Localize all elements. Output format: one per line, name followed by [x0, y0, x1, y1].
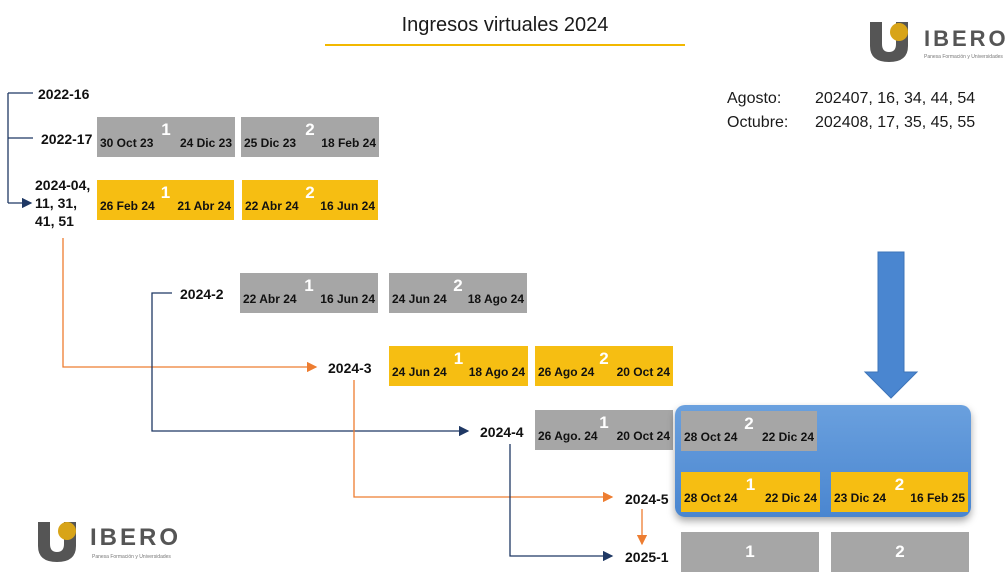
cohort-2024-4: 2024-4 — [480, 424, 524, 440]
period-end: 18 Ago 24 — [468, 365, 525, 379]
period-start: 26 Ago 24 — [538, 365, 595, 379]
period-start: 22 Abr 24 — [243, 292, 297, 306]
period-box: 24 Jun 24 2 18 Ago 24 — [389, 273, 527, 313]
cohort-2024-5: 2024-5 — [625, 491, 669, 507]
period-end: 21 Abr 24 — [177, 199, 231, 213]
period-box: 30 Oct 23 1 24 Dic 23 — [97, 117, 235, 157]
period-box: 26 Ago 24 2 20 Oct 24 — [535, 346, 673, 386]
ibero-logo-icon — [38, 522, 76, 562]
brand-tagline: Panesa Formación y Universidades — [924, 54, 1003, 60]
note-value: 202407, 16, 34, 44, 54 — [815, 90, 976, 107]
period-end: 18 Feb 24 — [321, 136, 376, 150]
period-number: 2 — [453, 276, 463, 295]
cohort-2024-3: 2024-3 — [328, 360, 372, 376]
period-number: 1 — [160, 183, 171, 202]
period-number: 2 — [305, 120, 315, 139]
cohort-2025-1: 2025-1 — [625, 549, 669, 565]
note-label: Octubre: — [727, 114, 789, 131]
page-title: Ingresos virtuales 2024 — [401, 14, 609, 36]
period-start: 30 Oct 23 — [100, 136, 154, 150]
brand-name: IBERO — [924, 26, 1008, 51]
arrow-2024-3-to-2024-5 — [353, 380, 614, 503]
period-box: 28 Oct 24 1 22 Dic 24 — [681, 472, 820, 512]
period-end: 18 Ago 24 — [467, 292, 524, 306]
period-end: 22 Dic 24 — [761, 430, 814, 444]
cohort-line: 2024-04, — [35, 177, 91, 193]
period-number: 2 — [744, 414, 754, 433]
note-label: Agosto: — [727, 90, 782, 107]
period-start: 23 Dic 24 — [834, 491, 887, 505]
cohort-2022-16: 2022-16 — [38, 86, 90, 102]
period-box: 22 Abr 24 2 16 Jun 24 — [242, 180, 378, 220]
logo-top: IBERO Panesa Formación y Universidades — [868, 20, 1008, 70]
period-start: 26 Feb 24 — [100, 199, 155, 213]
period-number: 1 — [304, 276, 314, 295]
period-box: 28 Oct 24 2 22 Dic 24 — [681, 411, 817, 451]
cohort-2024-2: 2024-2 — [180, 286, 224, 302]
period-box: 24 Jun 24 1 18 Ago 24 — [389, 346, 528, 386]
notes-octubre: Octubre: 202408, 17, 35, 45, 55 — [727, 114, 975, 132]
brand-name: IBERO — [90, 524, 182, 551]
cohort-2022-17: 2022-17 — [41, 131, 93, 147]
period-end: 16 Jun 24 — [320, 292, 375, 306]
logo-bottom: IBERO Panesa Formación y Universidades — [36, 518, 181, 568]
big-down-arrow — [863, 251, 919, 399]
period-end: 16 Jun 24 — [320, 199, 375, 213]
period-end: 24 Dic 23 — [179, 136, 232, 150]
period-number: 1 — [599, 413, 609, 432]
period-box: 26 Ago. 24 1 20 Oct 24 — [535, 410, 673, 450]
arrow-2024-2-to-2024-4 — [151, 292, 470, 437]
period-number: 2 — [599, 349, 609, 368]
notes-agosto: Agosto: 202407, 16, 34, 44, 54 — [727, 90, 975, 108]
period-start: 24 Jun 24 — [392, 292, 447, 306]
period-number: 1 — [453, 349, 464, 368]
ibero-logo-icon — [870, 22, 908, 62]
period-box: 22 Abr 24 1 16 Jun 24 — [240, 273, 378, 313]
period-end: 16 Feb 25 — [910, 491, 965, 505]
period-box: 23 Dic 24 2 16 Feb 25 — [831, 472, 968, 512]
period-number: 1 — [745, 475, 756, 494]
period-number: 1 — [161, 120, 171, 139]
period-start: 28 Oct 24 — [684, 430, 738, 444]
cohort-line: 41, 51 — [35, 213, 74, 229]
period-start: 24 Jun 24 — [392, 365, 447, 379]
title-underline — [325, 44, 685, 46]
cohort-line: 11, 31, — [35, 195, 78, 211]
arrow-2024-4-to-2025-1 — [509, 444, 614, 562]
period-box: 26 Feb 24 1 21 Abr 24 — [97, 180, 234, 220]
period-box: 2 — [831, 532, 969, 572]
period-number: 2 — [305, 183, 315, 202]
period-start: 28 Oct 24 — [684, 491, 738, 505]
period-box: 25 Dic 23 2 18 Feb 24 — [241, 117, 379, 157]
period-end: 20 Oct 24 — [616, 429, 670, 443]
period-number: 2 — [894, 475, 905, 494]
period-end: 20 Oct 24 — [616, 365, 670, 379]
arrow-2024-04-to-2024-3 — [62, 238, 318, 373]
cohort-2024-04: 2024-04, 11, 31, 41, 51 — [35, 176, 90, 230]
brand-tagline: Panesa Formación y Universidades — [92, 554, 171, 560]
note-value: 202408, 17, 35, 45, 55 — [815, 114, 976, 131]
period-end: 22 Dic 24 — [764, 491, 817, 505]
period-start: 22 Abr 24 — [245, 199, 299, 213]
period-box: 1 — [681, 532, 819, 572]
period-start: 26 Ago. 24 — [538, 429, 598, 443]
period-start: 25 Dic 23 — [244, 136, 297, 150]
